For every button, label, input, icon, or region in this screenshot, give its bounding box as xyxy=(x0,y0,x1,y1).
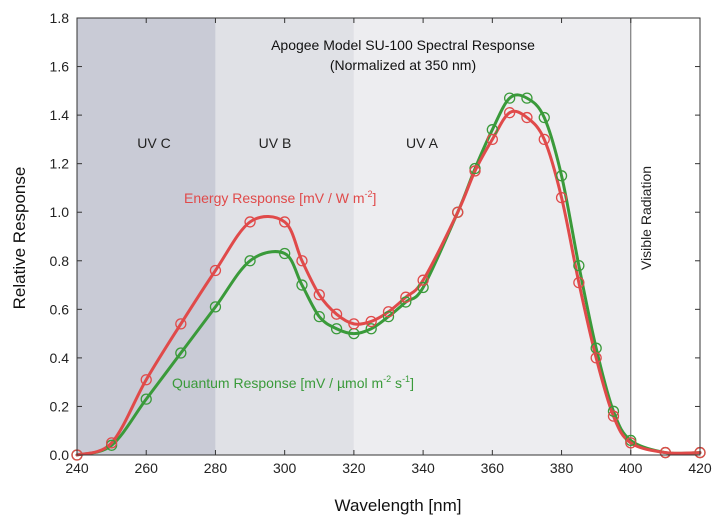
energy-response-point xyxy=(348,318,360,330)
quantum-response-point xyxy=(279,247,291,260)
series-label-energy-sup: -2 xyxy=(365,189,373,199)
y-tick-label: 0.4 xyxy=(50,350,70,366)
quantum-response-point xyxy=(573,259,585,272)
energy-response-point xyxy=(573,276,585,289)
energy-response-point xyxy=(105,437,118,449)
quantum-response-point xyxy=(521,92,533,104)
series-group xyxy=(71,92,706,461)
region-band-visible-radiation xyxy=(630,18,700,455)
energy-response-point xyxy=(279,216,291,228)
energy-response-point xyxy=(555,192,568,204)
y-tick-label: 0.0 xyxy=(50,447,70,463)
energy-response-point xyxy=(417,274,429,286)
region-bands xyxy=(77,18,700,455)
quantum-response-point xyxy=(417,281,429,294)
quantum-response-point xyxy=(382,310,395,323)
region-band-uv-a xyxy=(353,18,631,455)
region-label-uv-a: UV A xyxy=(406,135,439,151)
energy-response-point xyxy=(521,111,533,124)
quantum-response-point xyxy=(313,310,325,323)
x-tick-label: 380 xyxy=(550,460,574,476)
y-tick-label: 1.2 xyxy=(50,156,70,172)
chart-subtitle: (Normalized at 350 nm) xyxy=(330,57,476,73)
y-tick-label: 1.0 xyxy=(50,204,70,220)
region-label-uv-c: UV C xyxy=(137,135,170,151)
quantum-response-point xyxy=(555,170,568,182)
energy-response-point xyxy=(382,306,395,318)
quantum-response-point xyxy=(503,92,516,104)
energy-response-point xyxy=(175,318,187,330)
quantum-response-point xyxy=(330,323,343,335)
energy-response-point xyxy=(625,437,637,449)
series-label-quantum: Quantum Response [mV / µmol m-2 s-1] xyxy=(172,374,414,391)
series-label-energy: Energy Response [mV / W m-2] xyxy=(184,189,376,206)
y-tick-label: 0.6 xyxy=(50,301,70,317)
series-label-quantum-mid: s xyxy=(391,375,402,391)
series-label-quantum-main: Quantum Response [mV / µmol m xyxy=(172,375,383,391)
quantum-response-point xyxy=(607,405,620,417)
y-tick-label: 1.8 xyxy=(50,10,70,26)
energy-response-point xyxy=(244,216,256,228)
plot-frame xyxy=(76,17,701,456)
energy-response-point xyxy=(538,133,550,146)
energy-response-line xyxy=(75,109,702,457)
quantum-response-point xyxy=(538,111,550,124)
quantum-response-point xyxy=(296,279,308,291)
x-tick-label: 260 xyxy=(135,460,159,476)
energy-response-point xyxy=(452,206,464,218)
y-tick-label: 0.2 xyxy=(50,398,70,414)
quantum-response-point xyxy=(175,347,187,359)
x-tick-label: 420 xyxy=(688,460,712,476)
x-tick-label: 240 xyxy=(65,460,89,476)
y-axis-label: Relative Response xyxy=(10,167,29,310)
region-label-visible: Visible Radiation xyxy=(638,166,654,270)
x-tick-label: 400 xyxy=(619,460,643,476)
energy-response-point xyxy=(590,352,602,364)
series-label-quantum-end: ] xyxy=(410,375,414,391)
region-label-uv-b: UV B xyxy=(259,135,292,151)
energy-response-point xyxy=(330,308,343,320)
x-tick-label: 340 xyxy=(411,460,435,476)
energy-response-point xyxy=(469,165,481,177)
energy-response-point xyxy=(607,410,620,422)
quantum-response-point xyxy=(400,296,412,308)
energy-response-point xyxy=(486,133,498,146)
x-axis-label: Wavelength [nm] xyxy=(335,496,462,515)
y-tick-label: 0.8 xyxy=(50,253,70,269)
x-tick-label: 280 xyxy=(204,460,228,476)
chart-title: Apogee Model SU-100 Spectral Response xyxy=(271,37,535,53)
y-tick-label: 1.4 xyxy=(50,107,70,123)
quantum-response-point xyxy=(209,301,222,313)
series-label-quantum-sup: -2 xyxy=(383,374,391,384)
energy-response-point xyxy=(503,107,516,119)
x-tick-label: 360 xyxy=(481,460,505,476)
y-tick-label: 1.6 xyxy=(50,59,70,75)
series-label-quantum-sup2: -1 xyxy=(402,374,410,384)
energy-response-point xyxy=(659,446,672,459)
energy-response-point xyxy=(140,374,152,386)
quantum-response-point xyxy=(244,255,256,267)
series-label-energy-main: Energy Response [mV / W m xyxy=(184,190,365,206)
energy-response-point xyxy=(313,289,325,301)
x-tick-label: 320 xyxy=(342,460,366,476)
tick-labels: 240 260 280 300 320 340 360 380 400 420 0.0 0.2 0.4 0… xyxy=(50,10,712,476)
energy-response-point xyxy=(365,315,377,328)
energy-response-point xyxy=(209,264,222,277)
x-tick-label: 300 xyxy=(273,460,297,476)
quantum-response-point xyxy=(140,393,152,405)
quantum-response-point xyxy=(365,323,377,335)
series-label-energy-end: ] xyxy=(373,190,377,206)
energy-response-point xyxy=(296,255,308,267)
quantum-response-line xyxy=(75,93,702,457)
energy-response-point xyxy=(400,291,412,303)
